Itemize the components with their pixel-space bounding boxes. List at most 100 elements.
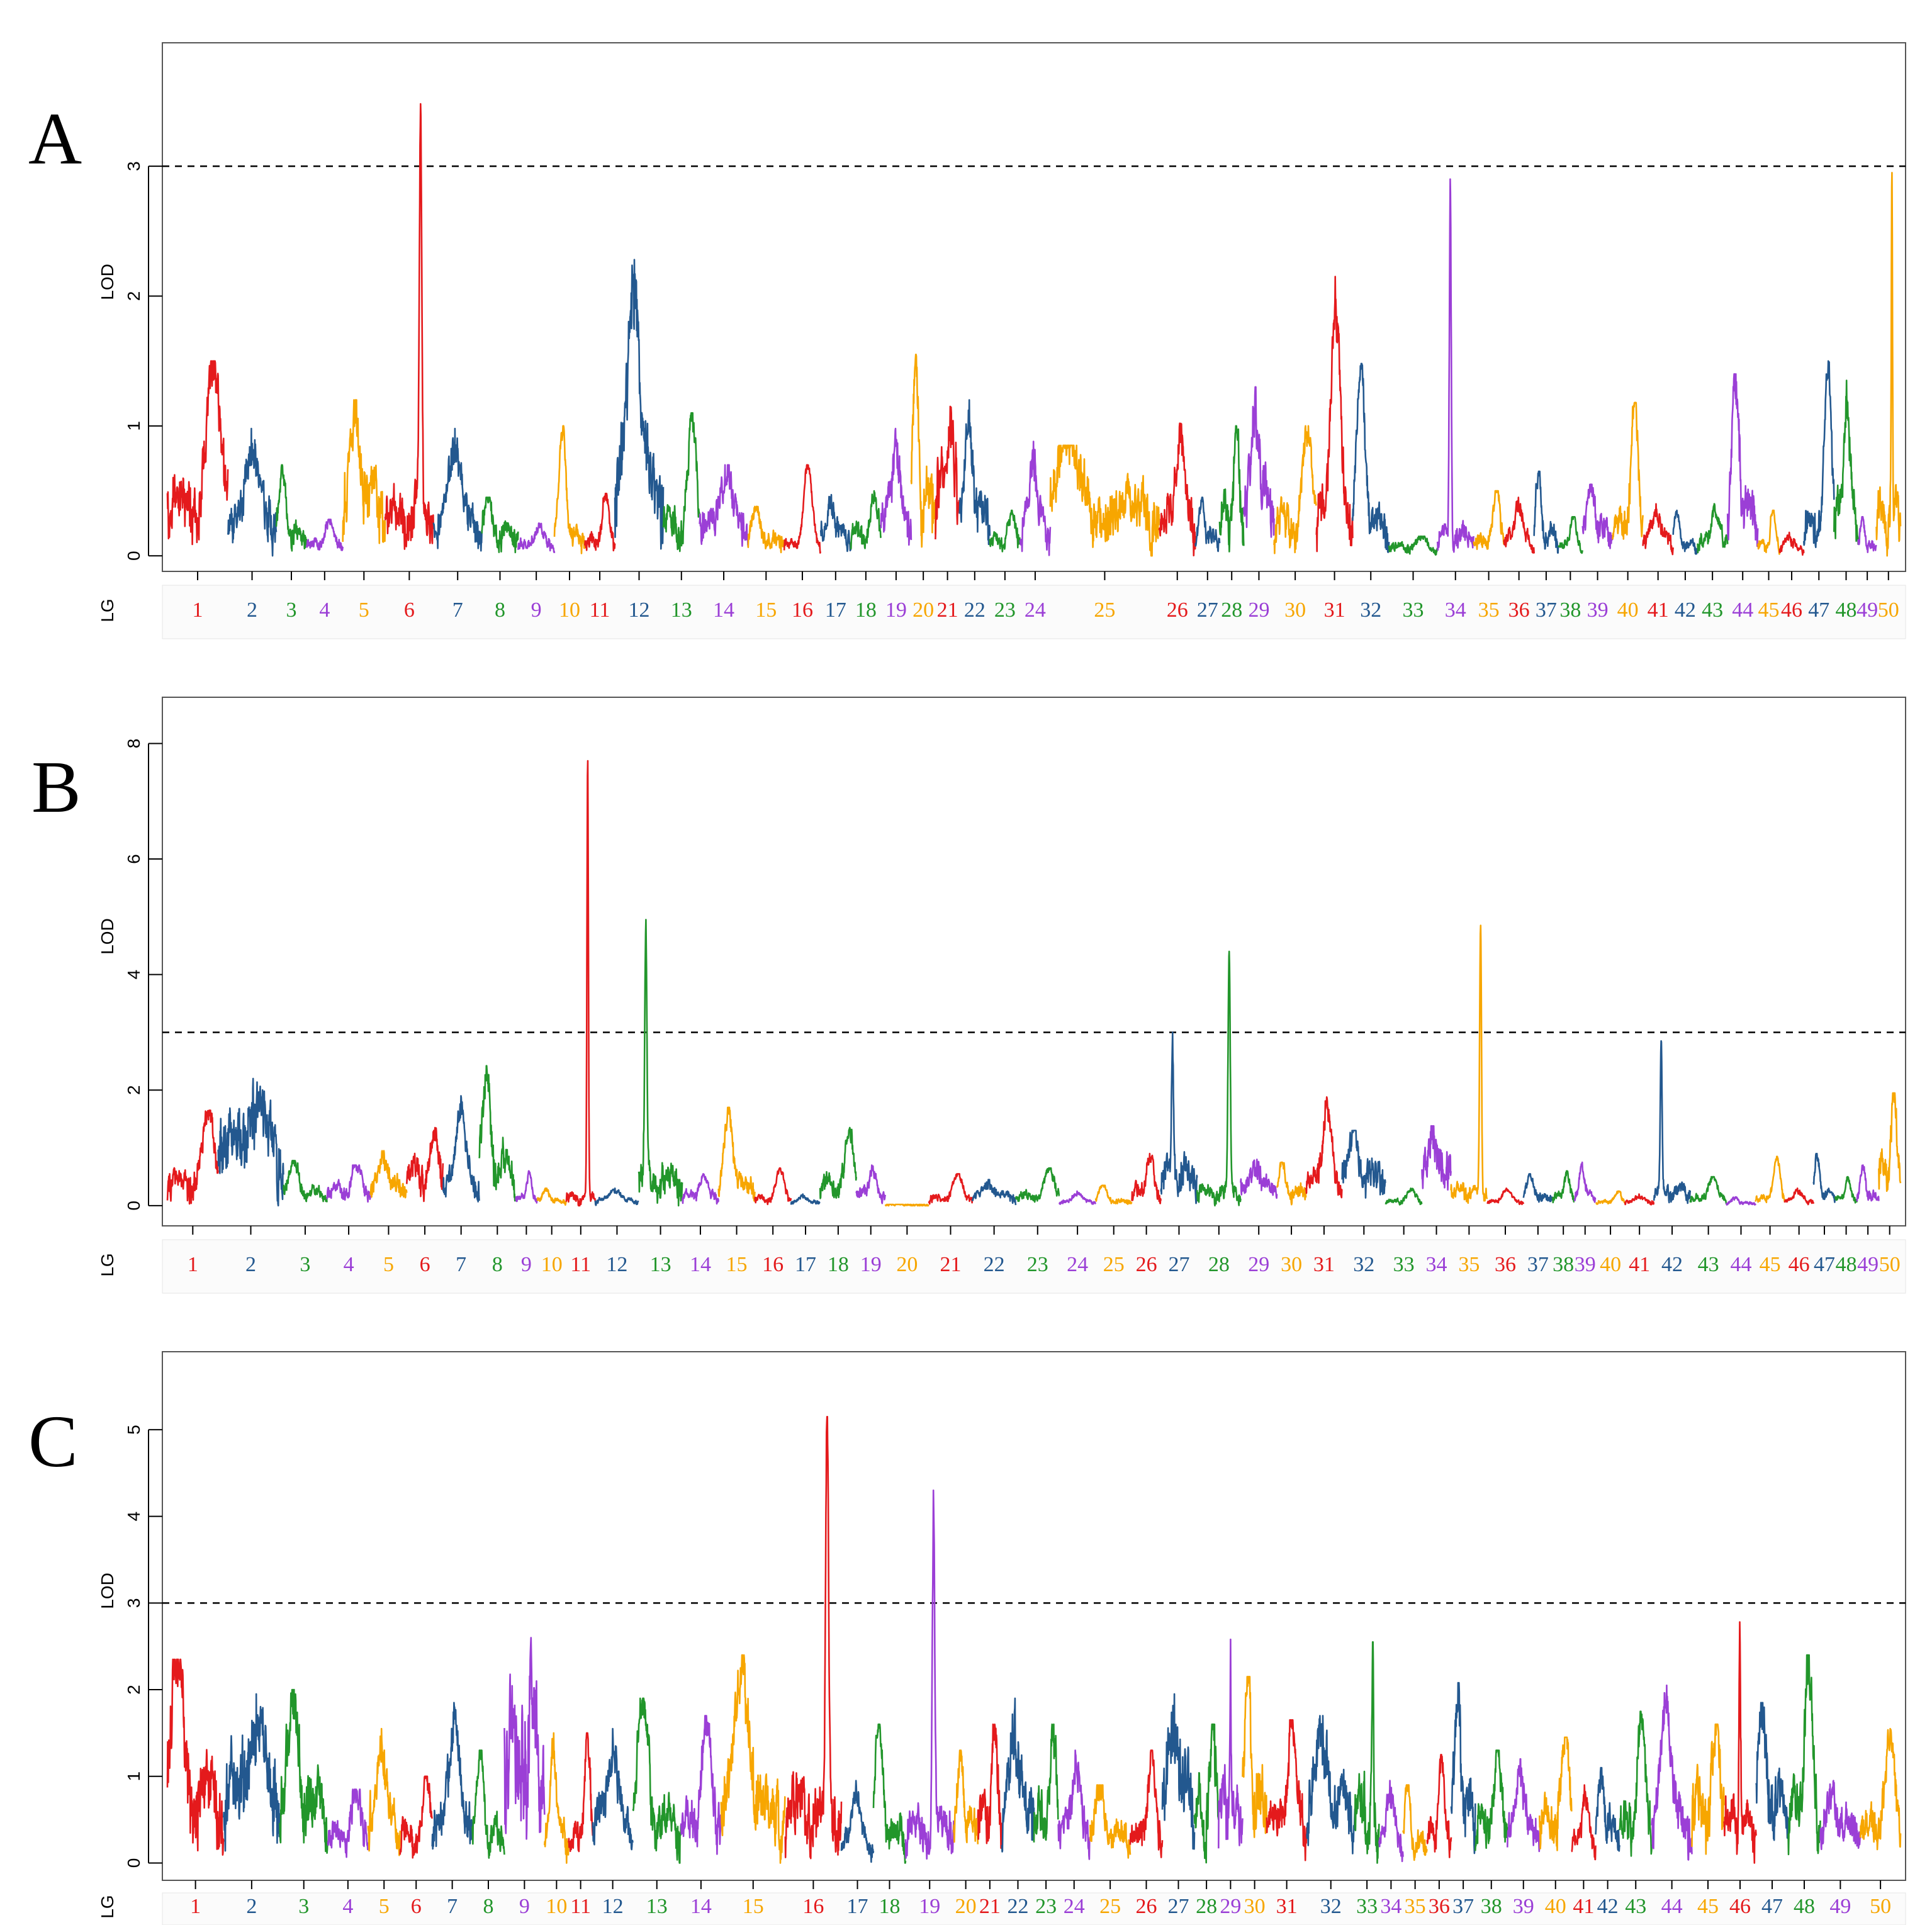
panel-b-lg-22-lod (971, 1179, 1017, 1206)
panel-c-lg-label-16: 16 (802, 1895, 824, 1918)
panel-a-lg-17-lod (819, 493, 852, 553)
panel-c-lg-25-lod (1089, 1784, 1132, 1859)
panel-b-lg-30-lod (1276, 1161, 1307, 1206)
panel-a-lg-label-1: 1 (193, 598, 203, 622)
panel-b-lg-label-2: 2 (245, 1253, 256, 1276)
panel-c-lg-18-lod (872, 1723, 907, 1864)
panel-a-lg-label-42: 42 (1675, 598, 1696, 622)
panel-a-lg-50-lod (1875, 172, 1902, 557)
panel-a-lg-24-lod (1019, 441, 1052, 556)
panel-a-lg-46-lod (1778, 531, 1805, 556)
panel-c-lg-2-lod (223, 1693, 281, 1852)
panel-b-lg-label-12: 12 (606, 1253, 627, 1276)
panel-c-lg-36-lod (1426, 1754, 1452, 1858)
panel-b-ytick-label: 6 (124, 854, 143, 864)
panel-b-lg-12-lod (594, 1187, 639, 1206)
panel-c-lg-3-lod (279, 1688, 329, 1854)
panel-a-ytick-label: 3 (124, 161, 143, 171)
panel-c-lg-label-13: 13 (646, 1895, 668, 1918)
panel-c-ytick-label: 0 (124, 1858, 143, 1868)
panel-a-lg-label-44: 44 (1732, 598, 1753, 622)
panel-c-lg-label-10: 10 (546, 1895, 567, 1918)
panel-c-lg-label-14: 14 (690, 1895, 712, 1918)
panel-a-lg-43-lod (1697, 503, 1729, 554)
panel-a-lg-31-lod (1315, 276, 1354, 553)
panel-b-lg-14-lod (681, 1173, 719, 1205)
panel-b-lg-label-33: 33 (1393, 1253, 1415, 1276)
panel-b-lg-label-23: 23 (1027, 1253, 1048, 1276)
panel-b-lg-label-43: 43 (1698, 1253, 1719, 1276)
panel-b-lg-label-36: 36 (1495, 1253, 1516, 1276)
panel-c-lg-label-29: 29 (1220, 1895, 1241, 1918)
panel-c-lg-17-lod (840, 1780, 875, 1863)
panel-b-lg-label-1: 1 (188, 1253, 198, 1276)
panel-a-lg-28-lod (1218, 425, 1245, 553)
panel-c-lg-label-39: 39 (1513, 1895, 1534, 1918)
panel-c-lg-label-21: 21 (979, 1895, 1001, 1918)
panel-b-lg-label-15: 15 (726, 1253, 748, 1276)
panel-a-lg-label-27: 27 (1197, 598, 1218, 622)
panel-a-lg-15-lod (747, 505, 785, 554)
panel-a-lg-20-lod (910, 354, 936, 548)
panel-c-lg-label-15: 15 (743, 1895, 764, 1918)
panel-b-lg-38-lod (1551, 1170, 1575, 1204)
panel-a-lg-label-5: 5 (359, 598, 369, 622)
panel-b-lg-23-lod (1014, 1167, 1060, 1203)
panel-b-ylabel: LOD (98, 918, 117, 955)
panel-a-lg-36-lod (1503, 497, 1535, 554)
panel-a-lg-29-lod (1243, 386, 1275, 538)
panel-b-lg-48-lod (1834, 1176, 1858, 1204)
panel-a-ytick-label: 2 (124, 291, 143, 301)
panel-b-lg-40-lod (1595, 1190, 1626, 1205)
panel-a-lg-4-lod (305, 519, 344, 551)
panel-c-lg-label-5: 5 (379, 1895, 390, 1918)
panel-b-lg-strip (162, 1239, 1906, 1294)
panel-b-lg-label-19: 19 (860, 1253, 882, 1276)
panel-a-lg-label-34: 34 (1445, 598, 1466, 622)
panel-b-lg-label-42: 42 (1661, 1253, 1683, 1276)
panel-b-lg-label-16: 16 (762, 1253, 783, 1276)
panel-c-lg-label-49: 49 (1829, 1895, 1851, 1918)
panel-a-lg-label-21: 21 (937, 598, 958, 622)
panel-a-lg-label-18: 18 (855, 598, 877, 622)
panel-a-lg-label-40: 40 (1617, 598, 1639, 622)
panel-a-lg-label-24: 24 (1025, 598, 1046, 622)
panel-c-lg-label-4: 4 (342, 1895, 353, 1918)
panel-b-ytick-label: 2 (124, 1085, 143, 1095)
panel-a-lg-strip (162, 585, 1906, 639)
panel-a-lg-7-lod (432, 427, 483, 552)
panel-b-lg-label-48: 48 (1836, 1253, 1857, 1276)
panel-b-lg-47-lod (1812, 1152, 1836, 1203)
panel-a-lg-10-lod (553, 425, 586, 554)
panel-c-lg-13-lod (632, 1697, 682, 1864)
panel-b-lg-36-lod (1486, 1187, 1525, 1206)
panel-a-lg-label-3: 3 (286, 598, 296, 622)
panel-b-lg-32-lod (1341, 1130, 1386, 1199)
panel-b-lg-label-49: 49 (1857, 1253, 1879, 1276)
panel-a-lg-label-23: 23 (994, 598, 1016, 622)
panel-b-lg-label-34: 34 (1426, 1253, 1447, 1276)
panel-b-lg-21-lod (928, 1173, 974, 1205)
panel-b-lg-label-32: 32 (1353, 1253, 1374, 1276)
panel-b-lg-10-lod (536, 1187, 567, 1206)
panel-c-lg-29-lod (1218, 1638, 1244, 1849)
panel-a-lg-11-lod (583, 492, 616, 552)
panel-b-lg-46-lod (1783, 1187, 1814, 1206)
panel-b-lg-label-39: 39 (1575, 1253, 1596, 1276)
panel-c-lg-strip (162, 1892, 1906, 1925)
panel-c-lg-label-19: 19 (919, 1895, 940, 1918)
panel-b-lg-5-lod (369, 1150, 408, 1199)
panel-a-lg-label-32: 32 (1360, 598, 1381, 622)
panel-a-letter: A (28, 98, 82, 180)
panel-b-lg-11-lod (565, 760, 597, 1207)
panel-c-lg-label-34: 34 (1380, 1895, 1401, 1918)
panel-a-ytick-label: 1 (124, 421, 143, 431)
panel-a-lg-44-lod (1726, 373, 1759, 547)
panel-b-frame (162, 697, 1906, 1226)
panel-b-lg-label-40: 40 (1600, 1253, 1621, 1276)
panel-c-lg-30-lod (1242, 1676, 1268, 1838)
panel-b-lg-13-lod (637, 919, 683, 1207)
panel-a-lg-label-22: 22 (964, 598, 986, 622)
